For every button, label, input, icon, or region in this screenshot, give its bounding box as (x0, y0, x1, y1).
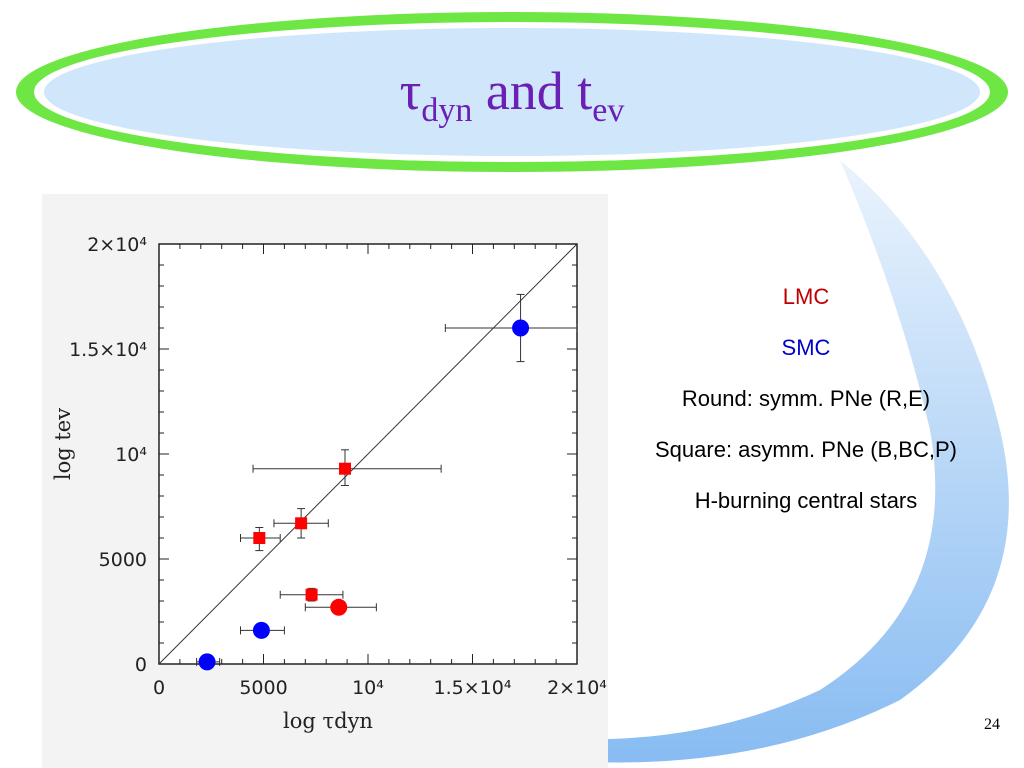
one-to-one-line (158, 243, 578, 665)
y-tick-label: 2×10⁴ (87, 234, 147, 256)
x-tick-label: 1.5×10⁴ (434, 677, 512, 699)
title-sub-dyn: dyn (421, 92, 473, 129)
lmc-square-point (305, 588, 318, 601)
x-axis-label: log τdyn (283, 709, 373, 733)
legend-smc: SMC (781, 335, 831, 360)
smc-circle-point (252, 621, 270, 639)
lmc-square-point (253, 532, 266, 544)
scatter-chart: 0 5000 10⁴ 1.5×10⁴ 2×10⁴ 0 5000 10⁴ 1.5×10⁴ 2×10⁴… (51, 234, 607, 733)
chart-panel: 0 5000 10⁴ 1.5×10⁴ 2×10⁴ 0 5000 10⁴ 1.5×10⁴ 2×10⁴… (42, 194, 608, 768)
legend-lmc: LMC (782, 284, 830, 309)
legend-round: Round: symm. PNe (R,E) (681, 386, 931, 411)
legend: LMC SMC Round: symm. PNe (R,E) Square: a… (606, 282, 1006, 537)
y-tick-label: 10⁴ (115, 444, 147, 466)
title-tau: τ (399, 61, 422, 121)
y-tick-label: 1.5×10⁴ (69, 339, 147, 361)
page-number: 24 (984, 716, 1000, 733)
lmc-square-point (339, 462, 352, 475)
slide-title: τdyn and tev (0, 64, 1024, 128)
title-sub-ev: ev (592, 92, 625, 129)
lmc-circle-point (330, 598, 348, 616)
title-and-t: and t (472, 61, 593, 121)
x-tick-label: 2×10⁴ (547, 677, 607, 699)
x-tick-label: 5000 (239, 677, 287, 699)
legend-square: Square: asymm. PNe (B,BC,P) (655, 437, 957, 462)
x-tick-label: 10⁴ (352, 677, 384, 699)
lmc-square-point (295, 517, 308, 530)
y-axis-label: log tev (51, 408, 75, 480)
x-tick-label: 0 (153, 677, 165, 699)
smc-circle-point (512, 319, 530, 337)
y-tick-label: 0 (135, 654, 147, 676)
legend-note: H-burning central stars (694, 488, 918, 513)
y-tick-label: 5000 (99, 549, 147, 571)
smc-circle-point (198, 653, 216, 671)
